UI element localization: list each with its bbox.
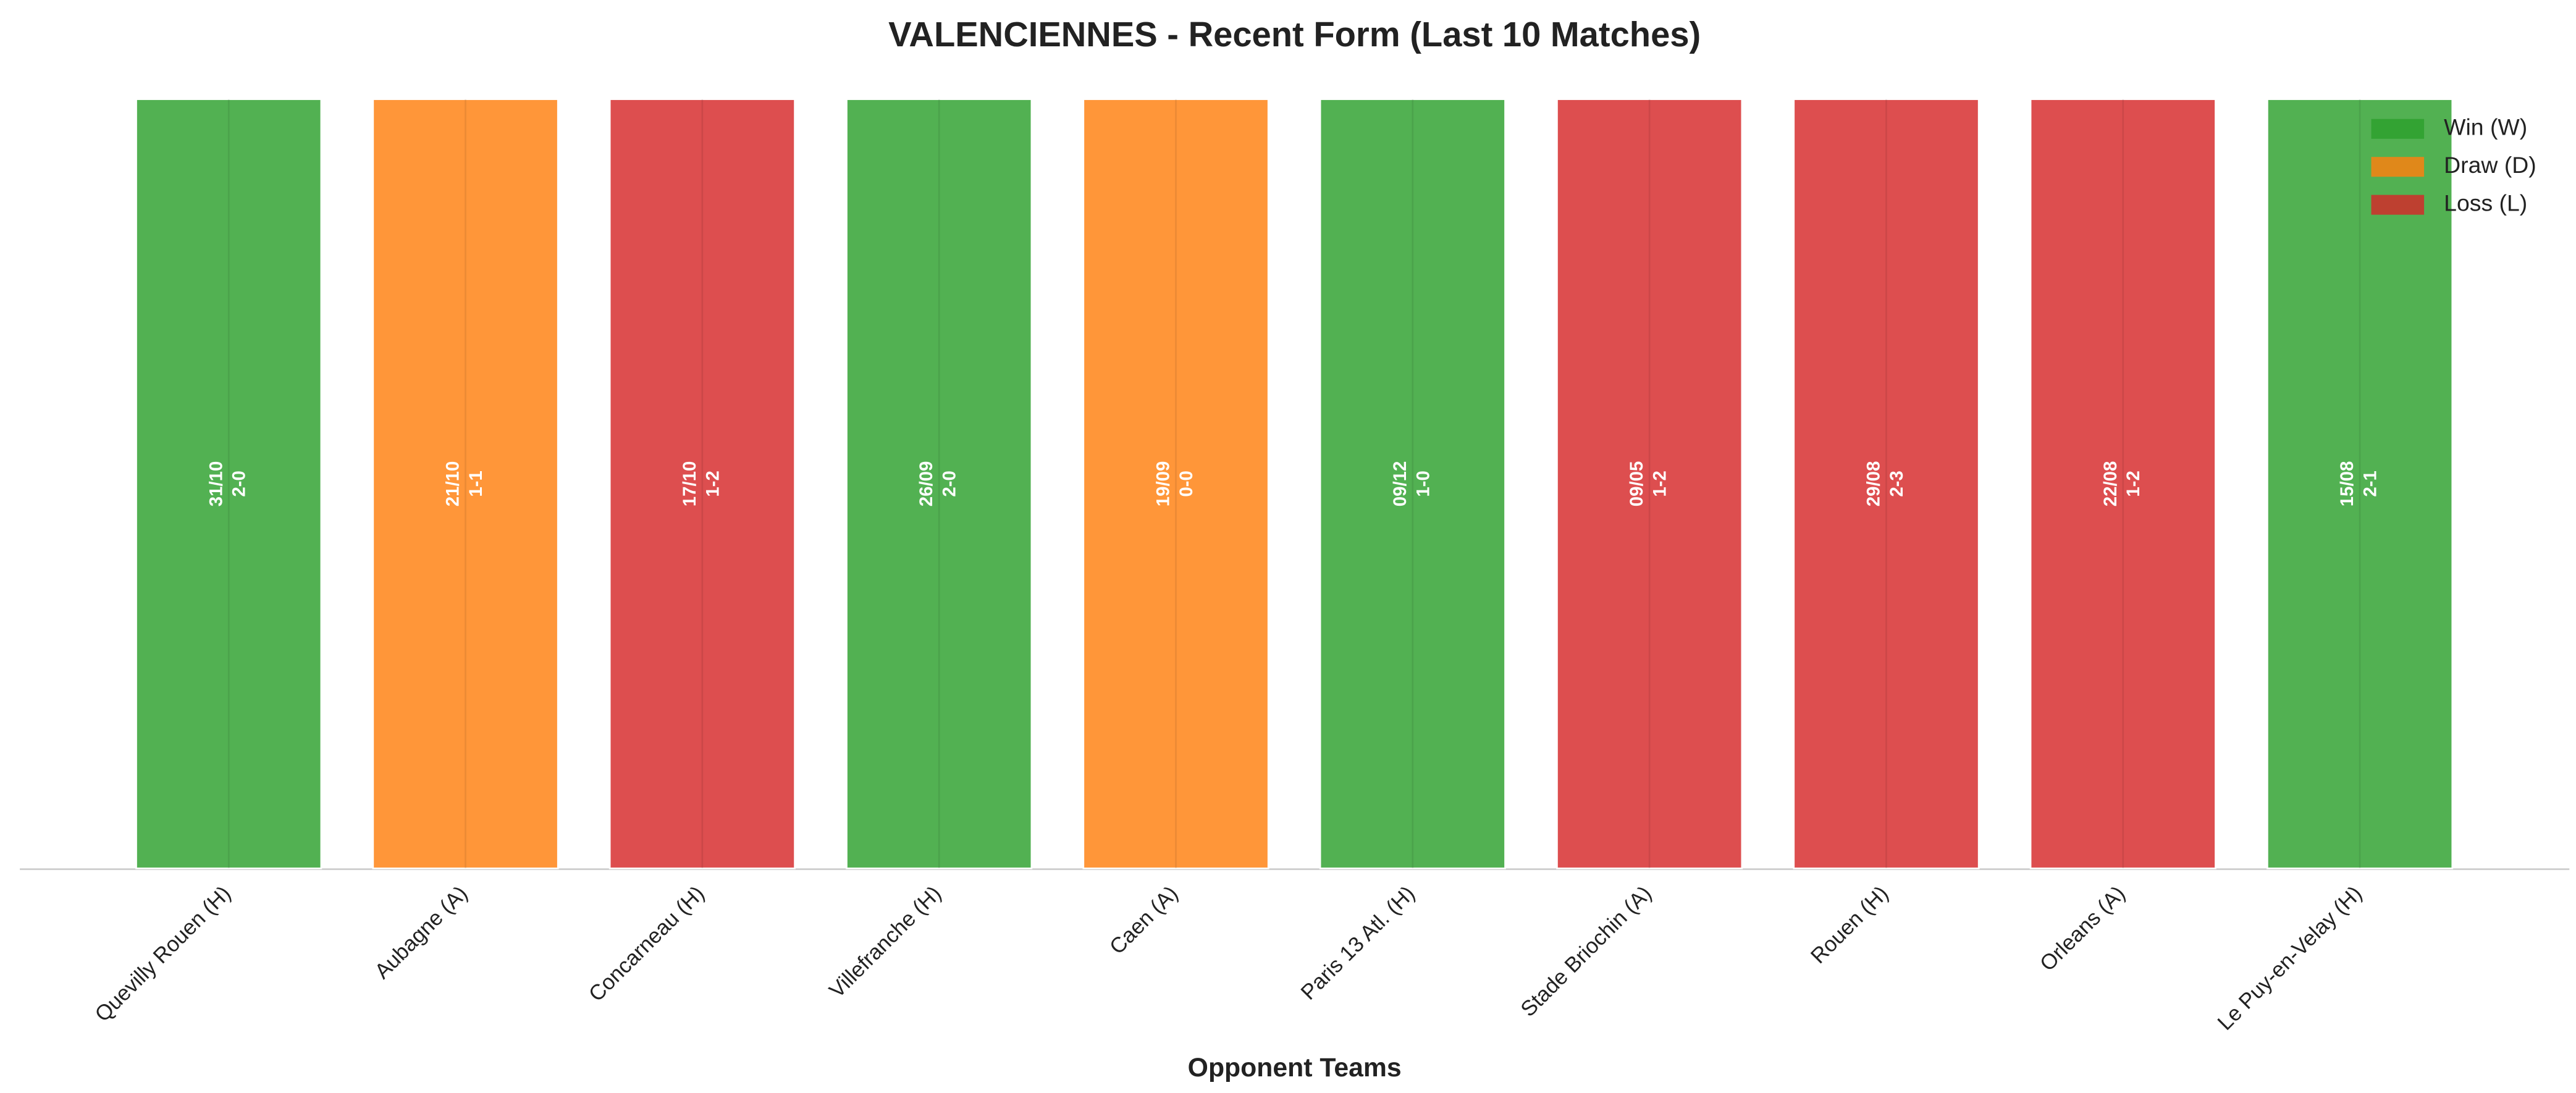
- bar-annotation: 21/10: [443, 461, 463, 507]
- bar-annotation: 31/10: [206, 461, 226, 507]
- x-tick-label: Le Puy-en-Velay (H): [2213, 882, 2367, 1035]
- bar-annotation: 1-0: [1413, 471, 1433, 496]
- bar-annotation: 09/12: [1390, 461, 1410, 507]
- bar-annotation: 09/05: [1627, 461, 1647, 507]
- legend-swatch: [2371, 195, 2425, 215]
- x-tick-label: Concarneau (H): [584, 882, 709, 1007]
- x-tick-label: Orleans (A): [2035, 882, 2129, 976]
- bar-annotation: 22/08: [2100, 461, 2121, 507]
- bar-annotation: 1-2: [2123, 471, 2144, 496]
- x-tick-label: Quevilly Rouen (H): [91, 882, 235, 1026]
- bar: [608, 98, 796, 869]
- x-tick-label: Villefranche (H): [825, 882, 946, 1003]
- bar-annotation: 1-2: [1650, 471, 1670, 496]
- bar-annotation: 2-0: [940, 471, 960, 496]
- bar: [2029, 98, 2216, 869]
- bar: [1793, 98, 1980, 869]
- bar: [1319, 98, 1506, 869]
- x-tick-label: Aubagne (A): [371, 882, 473, 984]
- bar-annotation: 1-1: [466, 471, 486, 496]
- bar: [1556, 98, 1743, 869]
- bar-annotation: 2-1: [2360, 471, 2381, 496]
- bar: [846, 98, 1033, 869]
- x-tick-label: Paris 13 Atl. (H): [1297, 882, 1420, 1005]
- bar-annotation: 19/09: [1153, 461, 1174, 507]
- bar: [135, 98, 322, 869]
- bar-annotation: 15/08: [2337, 461, 2357, 507]
- bar-annotation: 2-3: [1887, 471, 1907, 496]
- bar: [372, 98, 559, 869]
- bar: [2267, 98, 2454, 869]
- bar-annotation: 26/09: [916, 461, 937, 507]
- x-tick-label: Caen (A): [1105, 882, 1182, 959]
- legend-swatch: [2371, 157, 2425, 177]
- x-tick-label: Stade Briochin (A): [1517, 882, 1656, 1021]
- bar-annotation: 29/08: [1864, 461, 1884, 507]
- bar-annotation: 2-0: [229, 471, 250, 496]
- legend-swatch: [2371, 119, 2425, 139]
- x-tick-label: Rouen (H): [1806, 882, 1893, 968]
- chart-title: VALENCIENNES - Recent Form (Last 10 Matc…: [888, 15, 1701, 54]
- x-axis-label: Opponent Teams: [1188, 1053, 1402, 1083]
- bar: [1082, 98, 1269, 869]
- legend-label: Draw (D): [2444, 152, 2536, 178]
- legend-label: Loss (L): [2444, 190, 2527, 216]
- legend-label: Win (W): [2444, 114, 2527, 140]
- bar-annotation: 17/10: [680, 461, 700, 507]
- bar-annotation: 0-0: [1176, 471, 1197, 496]
- bar-annotation: 1-2: [702, 471, 723, 496]
